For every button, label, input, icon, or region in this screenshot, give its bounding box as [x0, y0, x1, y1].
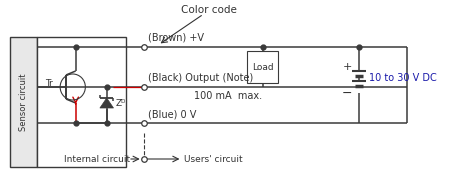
Text: (Brown) +V: (Brown) +V: [148, 32, 204, 42]
Bar: [37, 37, 126, 167]
Polygon shape: [100, 98, 113, 108]
Text: Internal circuit: Internal circuit: [64, 154, 130, 164]
Text: Sensor circuit: Sensor circuit: [19, 73, 28, 131]
Text: Load: Load: [252, 63, 274, 71]
Text: 10 to 30 V DC: 10 to 30 V DC: [369, 73, 436, 83]
Text: Zᴰ: Zᴰ: [116, 98, 126, 107]
Text: +: +: [342, 62, 352, 72]
Text: (Black) Output (Note): (Black) Output (Note): [148, 73, 254, 83]
Text: Color code: Color code: [180, 5, 237, 15]
Text: −: −: [342, 87, 352, 100]
Text: Tr: Tr: [45, 78, 52, 88]
Text: Users' circuit: Users' circuit: [184, 154, 243, 164]
Text: 100 mA  max.: 100 mA max.: [194, 91, 262, 101]
Bar: [10, 37, 37, 167]
Text: (Blue) 0 V: (Blue) 0 V: [148, 109, 197, 119]
Bar: [248, 51, 279, 83]
